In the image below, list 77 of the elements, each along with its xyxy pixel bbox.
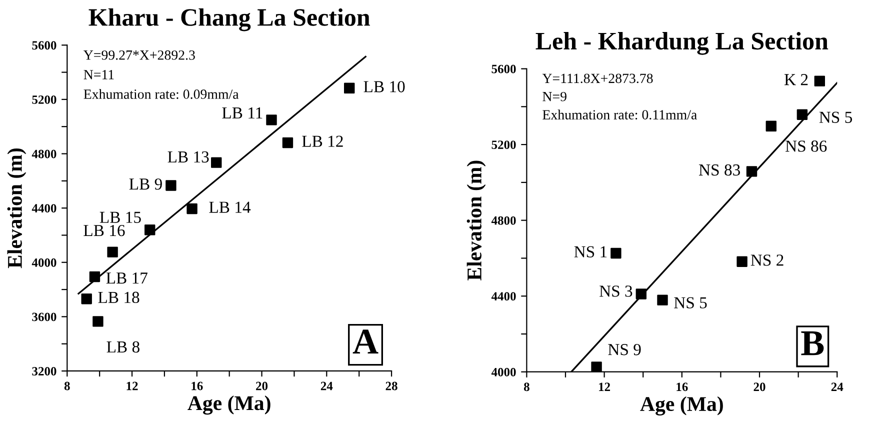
- y-tick-label: 4400: [32, 204, 56, 213]
- annotation: A: [352, 330, 378, 354]
- annotation: NS 2: [750, 254, 784, 266]
- point: [144, 224, 156, 236]
- annotation: N=11: [84, 70, 114, 80]
- point: [81, 294, 92, 304]
- annotation: NS 9: [608, 344, 641, 356]
- y-axis-title: Elevation (m): [466, 160, 486, 280]
- annotation: NS 5: [674, 297, 707, 308]
- x-tick-label: 8: [524, 382, 530, 392]
- y-tick-label: 4400: [491, 292, 516, 301]
- point: [92, 316, 104, 327]
- point: [796, 109, 808, 120]
- x-axis-title: Age (Ma): [188, 396, 270, 415]
- y-tick-label: 4000: [32, 258, 56, 267]
- annotation: LB 8: [106, 341, 140, 353]
- annotation: LB 9: [129, 178, 162, 190]
- x-axis-title: Age (Ma): [640, 396, 723, 416]
- point: [636, 288, 647, 300]
- y-tick-label: 5200: [32, 95, 56, 104]
- annotation: Exhumation rate: 0.09mm/a: [84, 89, 239, 99]
- point: [591, 362, 602, 372]
- y-tick-label: 4800: [32, 150, 56, 158]
- point: [166, 180, 176, 191]
- annotation: LB 10: [364, 81, 405, 92]
- x-tick-label: 12: [599, 382, 610, 391]
- annotation: LB 15: [100, 212, 141, 223]
- x-tick-label: 20: [256, 382, 268, 390]
- annotation: LB 18: [98, 292, 140, 304]
- point: [186, 203, 198, 214]
- x-tick-label: 24: [320, 382, 333, 390]
- annotation: LB 12: [302, 136, 343, 147]
- annotation: NS 5: [819, 112, 852, 123]
- x-tick-label: 20: [754, 382, 766, 392]
- x-tick-label: 16: [192, 382, 203, 390]
- point: [344, 82, 355, 94]
- x-tick-label: 16: [676, 382, 688, 392]
- annotation: LB 13: [168, 151, 209, 163]
- y-tick-label: 3200: [32, 367, 56, 376]
- chart-title: Leh - Khardung La Section: [536, 32, 828, 55]
- x-tick-label: 24: [831, 382, 844, 391]
- y-tick-label: 5600: [492, 64, 516, 74]
- point: [766, 120, 777, 132]
- y-tick-label: 3600: [32, 312, 56, 322]
- point: [610, 248, 622, 259]
- y-tick-label: 5200: [492, 140, 516, 149]
- y-axis-title: Elevation (m): [7, 148, 26, 268]
- annotation: N=9: [542, 92, 566, 102]
- point: [814, 76, 826, 86]
- annotation: NS 86: [786, 140, 827, 152]
- annotation: NS 1: [574, 246, 607, 258]
- annotation: Y=99.27*X+2892.3: [84, 50, 195, 60]
- annotation: LB 17: [106, 272, 148, 284]
- point: [107, 246, 118, 258]
- annotation: LB 14: [209, 202, 251, 213]
- y-tick-label: 4000: [491, 368, 516, 376]
- x-tick-label: 12: [126, 382, 138, 390]
- point: [657, 294, 668, 306]
- annotation: Y=111.8X+2873.78: [542, 74, 653, 84]
- annotation: B: [801, 331, 824, 356]
- point: [89, 271, 100, 282]
- y-tick-label: 5600: [32, 41, 56, 50]
- annotation: Exhumation rate: 0.11mm/a: [542, 110, 697, 120]
- point: [282, 137, 294, 148]
- annotation: NS 83: [698, 164, 740, 176]
- chart-title: Kharu - Chang La Section: [88, 8, 370, 32]
- point: [266, 114, 277, 126]
- annotation: LB 11: [222, 107, 262, 118]
- point: [746, 166, 758, 177]
- point: [736, 256, 748, 267]
- annotation: NS 3: [600, 286, 632, 297]
- point: [211, 157, 222, 168]
- x-tick-label: 28: [386, 382, 398, 390]
- annotation: LB 16: [84, 224, 125, 236]
- annotation: K 2: [784, 74, 808, 86]
- x-tick-label: 8: [64, 382, 70, 390]
- y-tick-label: 4800: [491, 216, 516, 225]
